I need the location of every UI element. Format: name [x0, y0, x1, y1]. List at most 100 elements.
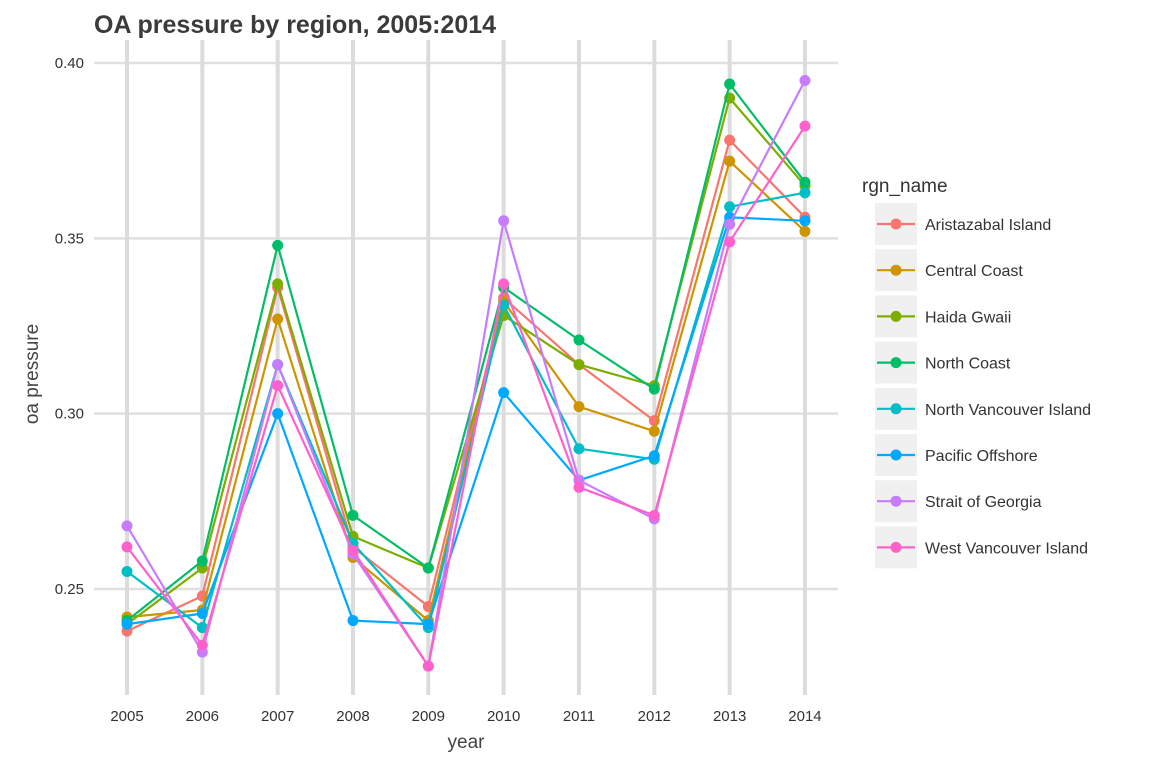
series-line	[126, 160, 806, 622]
series-line	[126, 79, 806, 668]
data-point	[573, 334, 585, 346]
legend-label: Aristazabal Island	[925, 217, 1051, 234]
data-point	[648, 509, 660, 521]
chart-title: OA pressure by region, 2005:2014	[94, 11, 496, 39]
data-point	[347, 509, 359, 521]
legend-item: Pacific Offshore	[875, 434, 1038, 476]
data-point	[272, 313, 284, 325]
y-tick-label: 0.40	[55, 55, 84, 72]
data-point	[648, 450, 660, 462]
legend-key-point	[890, 218, 902, 230]
data-point	[498, 215, 510, 227]
x-tick-label: 2013	[713, 708, 746, 725]
x-tick-label: 2011	[563, 708, 595, 725]
y-axis-title: oa pressure	[22, 324, 43, 424]
data-point	[724, 236, 736, 248]
data-point	[272, 408, 284, 420]
series-north-coast	[121, 78, 811, 627]
data-point	[347, 615, 359, 627]
data-point	[573, 359, 585, 371]
data-point	[799, 215, 811, 227]
x-tick-label: 2006	[186, 708, 219, 725]
series-layer	[121, 75, 811, 672]
series-line	[126, 125, 806, 668]
data-point	[121, 565, 133, 577]
series-aristazabal-island	[121, 134, 811, 637]
data-point	[121, 541, 133, 553]
data-point	[573, 481, 585, 493]
data-point	[272, 278, 284, 290]
legend-key-point	[890, 310, 902, 322]
legend-item: Aristazabal Island	[875, 203, 1051, 245]
legend-label: Central Coast	[925, 263, 1023, 280]
series-strait-of-georgia	[121, 75, 811, 672]
data-point	[724, 218, 736, 230]
data-point	[272, 239, 284, 251]
data-point	[196, 639, 208, 651]
data-point	[196, 608, 208, 620]
data-point	[498, 278, 510, 290]
legend-key-point	[890, 357, 902, 369]
data-point	[121, 618, 133, 630]
data-point	[724, 134, 736, 146]
axis-layer: 0.25 0.30 0.35 0.40 2005 2006 2007 2008 2009 2010…	[55, 55, 822, 725]
data-point	[121, 520, 133, 532]
legend: rgn_name Aristazabal Island Central Coast…	[862, 176, 1091, 569]
data-point	[422, 660, 434, 672]
legend-item: Central Coast	[875, 249, 1023, 292]
data-point	[498, 387, 510, 399]
data-point	[648, 425, 660, 437]
legend-title: rgn_name	[862, 176, 948, 197]
legend-item: Strait of Georgia	[875, 480, 1042, 523]
legend-item: North Coast	[875, 341, 1011, 384]
data-point	[573, 443, 585, 455]
data-point	[799, 225, 811, 237]
data-point	[724, 155, 736, 167]
legend-label: North Coast	[925, 356, 1011, 373]
data-point	[648, 383, 660, 395]
data-point	[347, 544, 359, 556]
legend-key-point	[890, 403, 902, 415]
series-line	[126, 82, 806, 622]
legend-key-point	[890, 495, 902, 507]
x-tick-label: 2009	[412, 708, 445, 725]
x-tick-label: 2007	[261, 708, 294, 725]
legend-key-point	[890, 264, 902, 276]
x-axis-title: year	[448, 732, 486, 753]
data-point	[422, 562, 434, 574]
series-line	[126, 216, 806, 626]
data-point	[196, 622, 208, 634]
legend-key-point	[890, 541, 902, 553]
legend-label: Haida Gwaii	[925, 309, 1011, 326]
data-point	[724, 201, 736, 213]
legend-label: Strait of Georgia	[925, 494, 1042, 511]
y-tick-label: 0.30	[55, 406, 84, 423]
data-point	[799, 187, 811, 199]
legend-item: North Vancouver Island	[875, 387, 1091, 430]
legend-label: North Vancouver Island	[925, 402, 1091, 419]
grid-layer	[94, 40, 838, 695]
data-point	[573, 401, 585, 413]
legend-label: Pacific Offshore	[925, 448, 1038, 465]
x-tick-label: 2012	[638, 708, 671, 725]
legend-item: Haida Gwaii	[875, 295, 1011, 338]
x-tick-label: 2014	[788, 708, 821, 725]
x-tick-label: 2008	[336, 708, 369, 725]
y-tick-label: 0.35	[55, 230, 84, 247]
x-tick-label: 2010	[487, 708, 520, 725]
legend-item: West Vancouver Island	[875, 526, 1088, 569]
data-point	[196, 555, 208, 567]
data-point	[272, 359, 284, 371]
series-west-vancouver-island	[121, 120, 811, 672]
data-point	[799, 120, 811, 132]
data-point	[799, 75, 811, 87]
y-tick-label: 0.25	[55, 581, 84, 598]
series-line	[126, 139, 806, 633]
legend-key-point	[890, 449, 902, 461]
data-point	[724, 78, 736, 90]
data-point	[422, 618, 434, 630]
data-point	[272, 380, 284, 392]
x-tick-label: 2005	[110, 708, 143, 725]
